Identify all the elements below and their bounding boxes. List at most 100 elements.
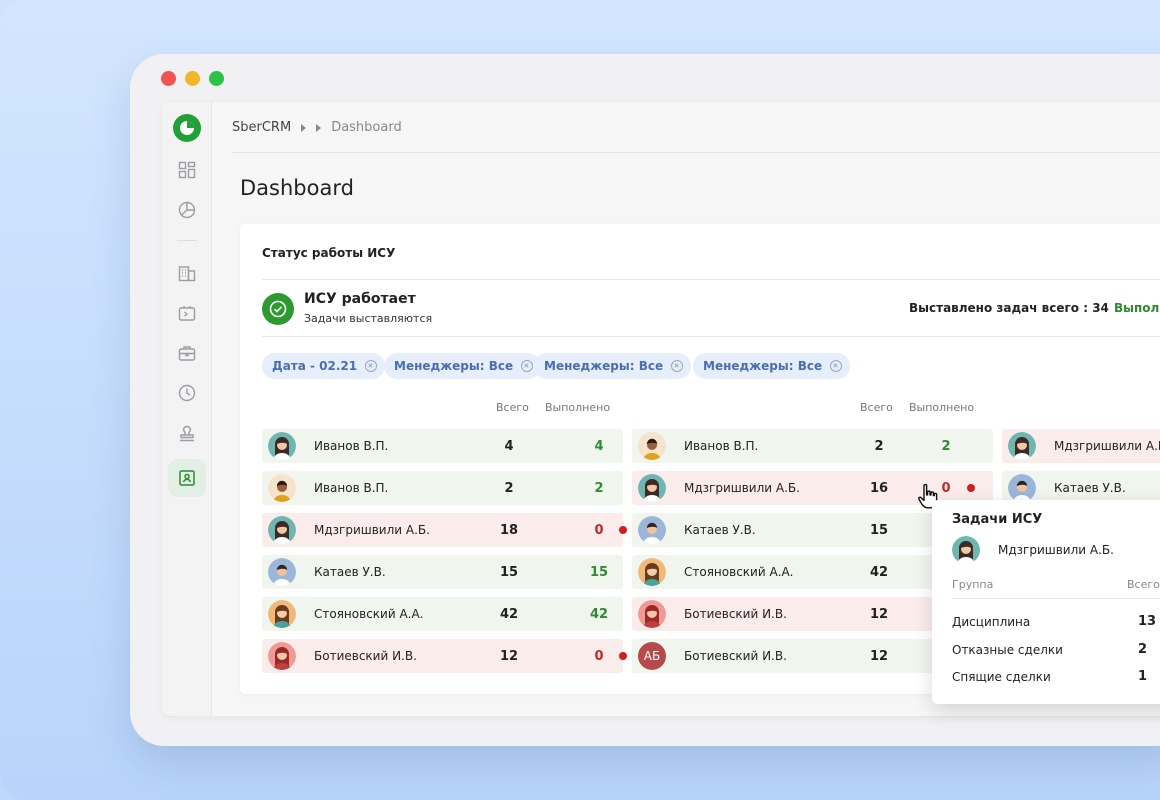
avatar xyxy=(268,600,296,628)
popup-row-value: 13 xyxy=(1138,614,1157,629)
done-value: 0 xyxy=(594,522,604,538)
filter-chip-label: Менеджеры: Все xyxy=(703,359,823,373)
close-icon[interactable] xyxy=(830,360,843,372)
popup-row-value: 1 xyxy=(1138,669,1148,684)
avatar xyxy=(268,642,296,670)
alert-dot-icon xyxy=(619,652,627,660)
popup-row-label: Дисциплина xyxy=(952,615,1031,629)
manager-name: Ботиевский И.В. xyxy=(684,649,787,663)
done-value: 15 xyxy=(589,564,609,580)
total-value: 15 xyxy=(869,522,889,538)
popup-divider xyxy=(952,598,1160,599)
total-value: 12 xyxy=(869,648,889,664)
table-row[interactable]: АБ Ботиевский И.В. 12 xyxy=(632,639,993,673)
done-value: 2 xyxy=(941,438,951,454)
stamp-icon[interactable] xyxy=(175,421,199,445)
done-value: 4 xyxy=(594,438,604,454)
popup-row-label: Отказные сделки xyxy=(952,643,1063,657)
sber-logo-icon[interactable] xyxy=(172,114,201,142)
pie-chart-icon[interactable] xyxy=(175,198,199,222)
breadcrumb: SberCRM Dashboard xyxy=(232,120,402,135)
status-title: ИСУ работает xyxy=(304,291,416,307)
done-value: 2 xyxy=(594,480,604,496)
avatar: АБ xyxy=(638,642,666,670)
column-header-done: Выполнено xyxy=(545,401,611,414)
filter-chip-managers[interactable]: Менеджеры: Все xyxy=(534,353,692,379)
manager-name: Стояновский А.А. xyxy=(314,607,424,621)
terminal-icon[interactable] xyxy=(175,301,199,325)
popup-manager-name: Мдзгришвили А.Б. xyxy=(998,543,1114,557)
maximize-window-button[interactable] xyxy=(209,71,224,86)
header-divider xyxy=(232,152,1160,153)
total-value: 12 xyxy=(499,648,519,664)
manager-name: Иванов В.П. xyxy=(314,439,389,453)
avatar xyxy=(1008,432,1036,460)
total-value: 16 xyxy=(869,480,889,496)
table-row[interactable]: Мдзгришвили А.Б. 18 0 xyxy=(262,513,627,547)
table-row[interactable]: Иванов В.П. 4 4 xyxy=(262,429,623,463)
dashboard-grid-icon[interactable] xyxy=(175,158,199,182)
total-tasks-label: Выставлено задач всего : 34 xyxy=(909,301,1109,315)
filter-chip-date[interactable]: Дата - 02.21 xyxy=(262,353,386,379)
table-row[interactable]: Мдзгришвили А.Б xyxy=(1002,429,1160,463)
filter-chip-managers[interactable]: Менеджеры: Все xyxy=(384,353,542,379)
minimize-window-button[interactable] xyxy=(185,71,200,86)
close-window-button[interactable] xyxy=(161,71,176,86)
popup-column-group: Группа xyxy=(952,578,994,591)
alert-dot-icon xyxy=(619,526,627,534)
total-value: 18 xyxy=(499,522,519,538)
manager-name: Мдзгришвили А.Б. xyxy=(314,523,430,537)
done-value: 0 xyxy=(941,480,951,496)
filter-chip-label: Дата - 02.21 xyxy=(272,359,358,373)
manager-name: Иванов В.П. xyxy=(684,439,759,453)
manager-name: Катаев У.В. xyxy=(1054,481,1126,495)
table-row[interactable]: Иванов В.П. 2 2 xyxy=(632,429,993,463)
avatar xyxy=(638,516,666,544)
table-row[interactable]: Ботиевский И.В. 12 0 xyxy=(262,639,627,673)
manager-name: Катаев У.В. xyxy=(314,565,386,579)
check-circle-icon xyxy=(262,293,294,325)
breadcrumb-current: Dashboard xyxy=(331,120,402,135)
close-icon[interactable] xyxy=(671,360,684,372)
briefcase-icon[interactable] xyxy=(175,341,199,365)
isu-tasks-popup: Задачи ИСУ Мдзгришвили А.Б. Группа Всего… xyxy=(932,500,1160,704)
avatar xyxy=(268,558,296,586)
avatar xyxy=(1008,474,1036,502)
sidebar-item-contacts[interactable] xyxy=(167,459,206,497)
breadcrumb-arrow-icon xyxy=(316,123,322,132)
column-header-total: Всего xyxy=(496,401,529,414)
clock-icon[interactable] xyxy=(175,381,199,405)
close-icon[interactable] xyxy=(365,360,378,372)
avatar xyxy=(268,474,296,502)
alert-dot-icon xyxy=(967,484,975,492)
sidebar xyxy=(162,102,212,716)
manager-name: Иванов В.П. xyxy=(314,481,389,495)
breadcrumb-arrow-icon xyxy=(301,123,307,132)
popup-title: Задачи ИСУ xyxy=(952,512,1043,527)
manager-name: Катаев У.В. xyxy=(684,523,756,537)
popup-row-label: Спящие сделки xyxy=(952,670,1051,684)
window-controls xyxy=(161,71,224,86)
manager-name: Мдзгришвили А.Б. xyxy=(684,481,800,495)
manager-name: Ботиевский И.В. xyxy=(684,607,787,621)
sidebar-divider xyxy=(176,240,197,241)
total-value: 2 xyxy=(504,480,514,496)
manager-name: Мдзгришвили А.Б xyxy=(1054,439,1160,453)
total-value: 42 xyxy=(869,564,889,580)
avatar xyxy=(952,536,980,564)
popup-column-total: Всего xyxy=(1127,578,1160,591)
close-icon[interactable] xyxy=(521,360,534,372)
building-icon[interactable] xyxy=(175,261,199,285)
column-header-done: Выполнено xyxy=(909,401,975,414)
done-tasks-label: Выпол xyxy=(1114,301,1160,315)
table-row[interactable]: Катаев У.В. xyxy=(1002,471,1160,505)
filter-chip-managers[interactable]: Менеджеры: Все xyxy=(693,353,851,379)
table-row[interactable]: Стояновский А.А. 42 42 xyxy=(262,597,623,631)
table-row[interactable]: Катаев У.В. 15 15 xyxy=(262,555,623,589)
avatar xyxy=(268,432,296,460)
total-value: 4 xyxy=(504,438,514,454)
card-divider xyxy=(262,336,1160,337)
table-row[interactable]: Иванов В.П. 2 2 xyxy=(262,471,623,505)
breadcrumb-root[interactable]: SberCRM xyxy=(232,120,292,135)
avatar xyxy=(638,600,666,628)
